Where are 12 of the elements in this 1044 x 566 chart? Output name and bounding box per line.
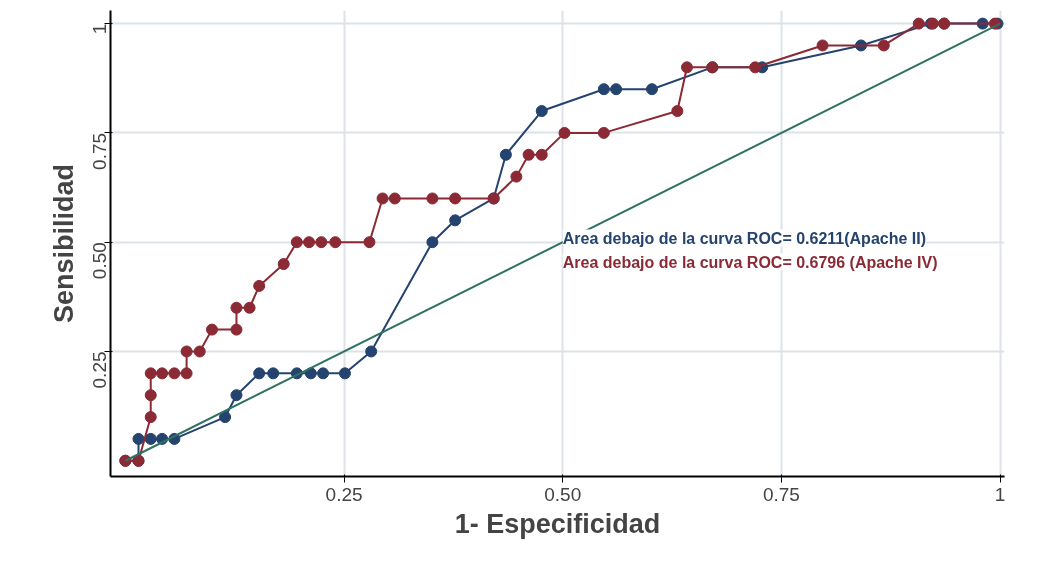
- x-tick-label: 0.75: [762, 483, 800, 505]
- x-tick-label: 0.25: [325, 483, 363, 505]
- annotation: Area debajo de la curva ROC= 0.6796 (Apache IV): [562, 253, 938, 271]
- y-tick-label: 0.25: [89, 351, 110, 389]
- y-tick-label: 0.50: [89, 242, 110, 280]
- x-tick-label: 0.50: [544, 483, 582, 505]
- y-tick-label: 1: [89, 23, 110, 35]
- x-axis-title: 1- Especificidad: [454, 508, 661, 539]
- annotation: Area debajo de la curva ROC= 0.6211(Apache II): [562, 229, 927, 247]
- y-axis-title: Sensibilidad: [48, 163, 79, 324]
- x-tick-label: 1: [994, 483, 1006, 505]
- y-tick-label: 0.75: [89, 132, 110, 170]
